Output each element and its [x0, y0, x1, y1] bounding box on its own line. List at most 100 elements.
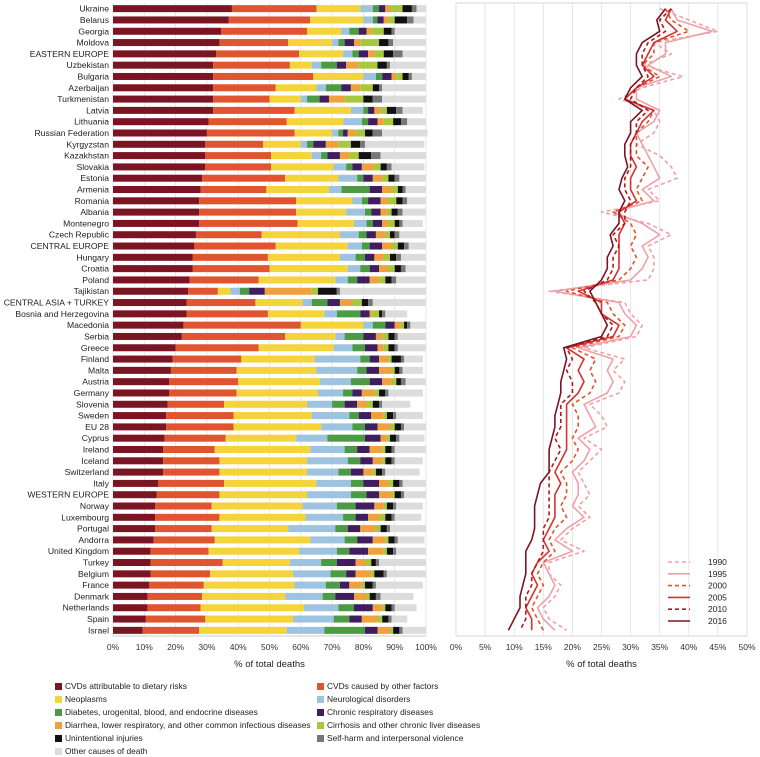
bar-segment [396, 276, 426, 284]
bar-segment [391, 457, 395, 465]
bar-segment [307, 457, 348, 465]
bar-segment [350, 84, 361, 92]
bar-segment [388, 219, 395, 227]
line-legend-label: 1990 [708, 557, 727, 567]
bar-segment [156, 491, 220, 499]
bar-segment [382, 457, 386, 465]
bar-segment [328, 186, 342, 194]
bar-segment [325, 84, 342, 92]
bar-segment [113, 547, 151, 555]
category-label: Sweden [78, 411, 109, 421]
category-label: Germany [74, 388, 110, 398]
category-label: Slovenia [76, 399, 109, 409]
bar-segment [336, 287, 340, 295]
bar-segment [375, 231, 386, 239]
bar-segment [322, 592, 336, 600]
bar-segment [397, 208, 403, 216]
bar-segment [249, 287, 265, 295]
bar-segment [339, 253, 356, 261]
bar-segment [338, 129, 344, 137]
bar-segment [352, 389, 362, 397]
bar-segment [113, 219, 200, 227]
bar-segment [311, 287, 319, 295]
bar-segment [150, 547, 209, 555]
bar-segment [316, 479, 351, 487]
bar-segment [145, 615, 206, 623]
bar-segment [394, 513, 422, 521]
bar-segment [364, 423, 378, 431]
bar-segment [333, 163, 347, 171]
bar-segment [369, 186, 383, 194]
bar-segment [300, 321, 364, 329]
bar-segment [222, 559, 290, 567]
legend-item: Unintentional injuries [55, 732, 317, 744]
bar-segment [213, 61, 290, 69]
bar-segment [330, 570, 347, 578]
legend-swatch [317, 721, 324, 729]
bar-segment [113, 140, 206, 148]
bar-segment [399, 479, 403, 487]
category-label: CENTRAL ASIA + TURKEY [4, 298, 110, 308]
bar-segment [374, 163, 381, 171]
category-label: Israel [88, 625, 109, 635]
bar-segment [189, 276, 259, 284]
bar-segment [113, 592, 148, 600]
bar-segment [375, 525, 381, 533]
bar-segment [113, 174, 203, 182]
line-x-tick-label: 40% [680, 642, 697, 652]
line-series-2016 [507, 8, 667, 631]
bar-segment [346, 208, 365, 216]
bar-segment [385, 445, 392, 453]
bar-segment [393, 50, 403, 58]
bar-segment [313, 72, 364, 80]
bar-segment [231, 5, 317, 13]
bar-segment [349, 615, 362, 623]
bar-segment [150, 559, 223, 567]
bar-segment [366, 366, 380, 374]
category-label: EASTERN EUROPE [30, 49, 110, 59]
bar-segment [360, 140, 365, 148]
bar-segment [369, 592, 376, 600]
bar-segment [382, 615, 389, 623]
bar-segment [382, 468, 386, 476]
bar-segment [391, 355, 401, 363]
bar-segment [382, 400, 411, 408]
bar-segment [192, 253, 268, 261]
bar-x-tick-label: 50% [261, 642, 278, 652]
bar-segment [318, 389, 344, 397]
bar-segment [311, 152, 322, 160]
bar-segment [163, 468, 220, 476]
bar-segment [400, 378, 406, 386]
bar-segment [391, 276, 397, 284]
bar-segment [175, 344, 259, 352]
category-label: Bosnia and Herzegovina [15, 309, 109, 319]
legend-label: Diarrhea, lower respiratory, and other c… [65, 720, 311, 730]
bar-segment [299, 50, 344, 58]
bar-segment [113, 84, 214, 92]
bar-segment [364, 559, 372, 567]
legend-item: CVDs caused by other factors [317, 680, 579, 692]
bar-segment [357, 366, 367, 374]
bar-segment [258, 276, 336, 284]
bar-segment [369, 378, 383, 386]
bar-segment [380, 106, 387, 114]
bar-segment [394, 536, 398, 544]
bar-segment [113, 16, 229, 24]
bar-segment [316, 84, 326, 92]
bar-segment [366, 400, 373, 408]
bar-segment [200, 186, 267, 194]
bar-segment [388, 355, 392, 363]
bar-segment [233, 423, 322, 431]
bar-segment [344, 400, 358, 408]
bar-segment [371, 208, 381, 216]
bar-segment [394, 604, 417, 612]
bar-segment [360, 5, 373, 13]
line-x-tick-label: 25% [593, 642, 610, 652]
bar-segment [343, 389, 353, 397]
bar-segment [346, 570, 356, 578]
bar-segment [393, 502, 397, 510]
bar-segment [113, 423, 167, 431]
bar-segment [397, 344, 426, 352]
bar-segment [380, 434, 387, 442]
bar-segment [377, 16, 384, 24]
